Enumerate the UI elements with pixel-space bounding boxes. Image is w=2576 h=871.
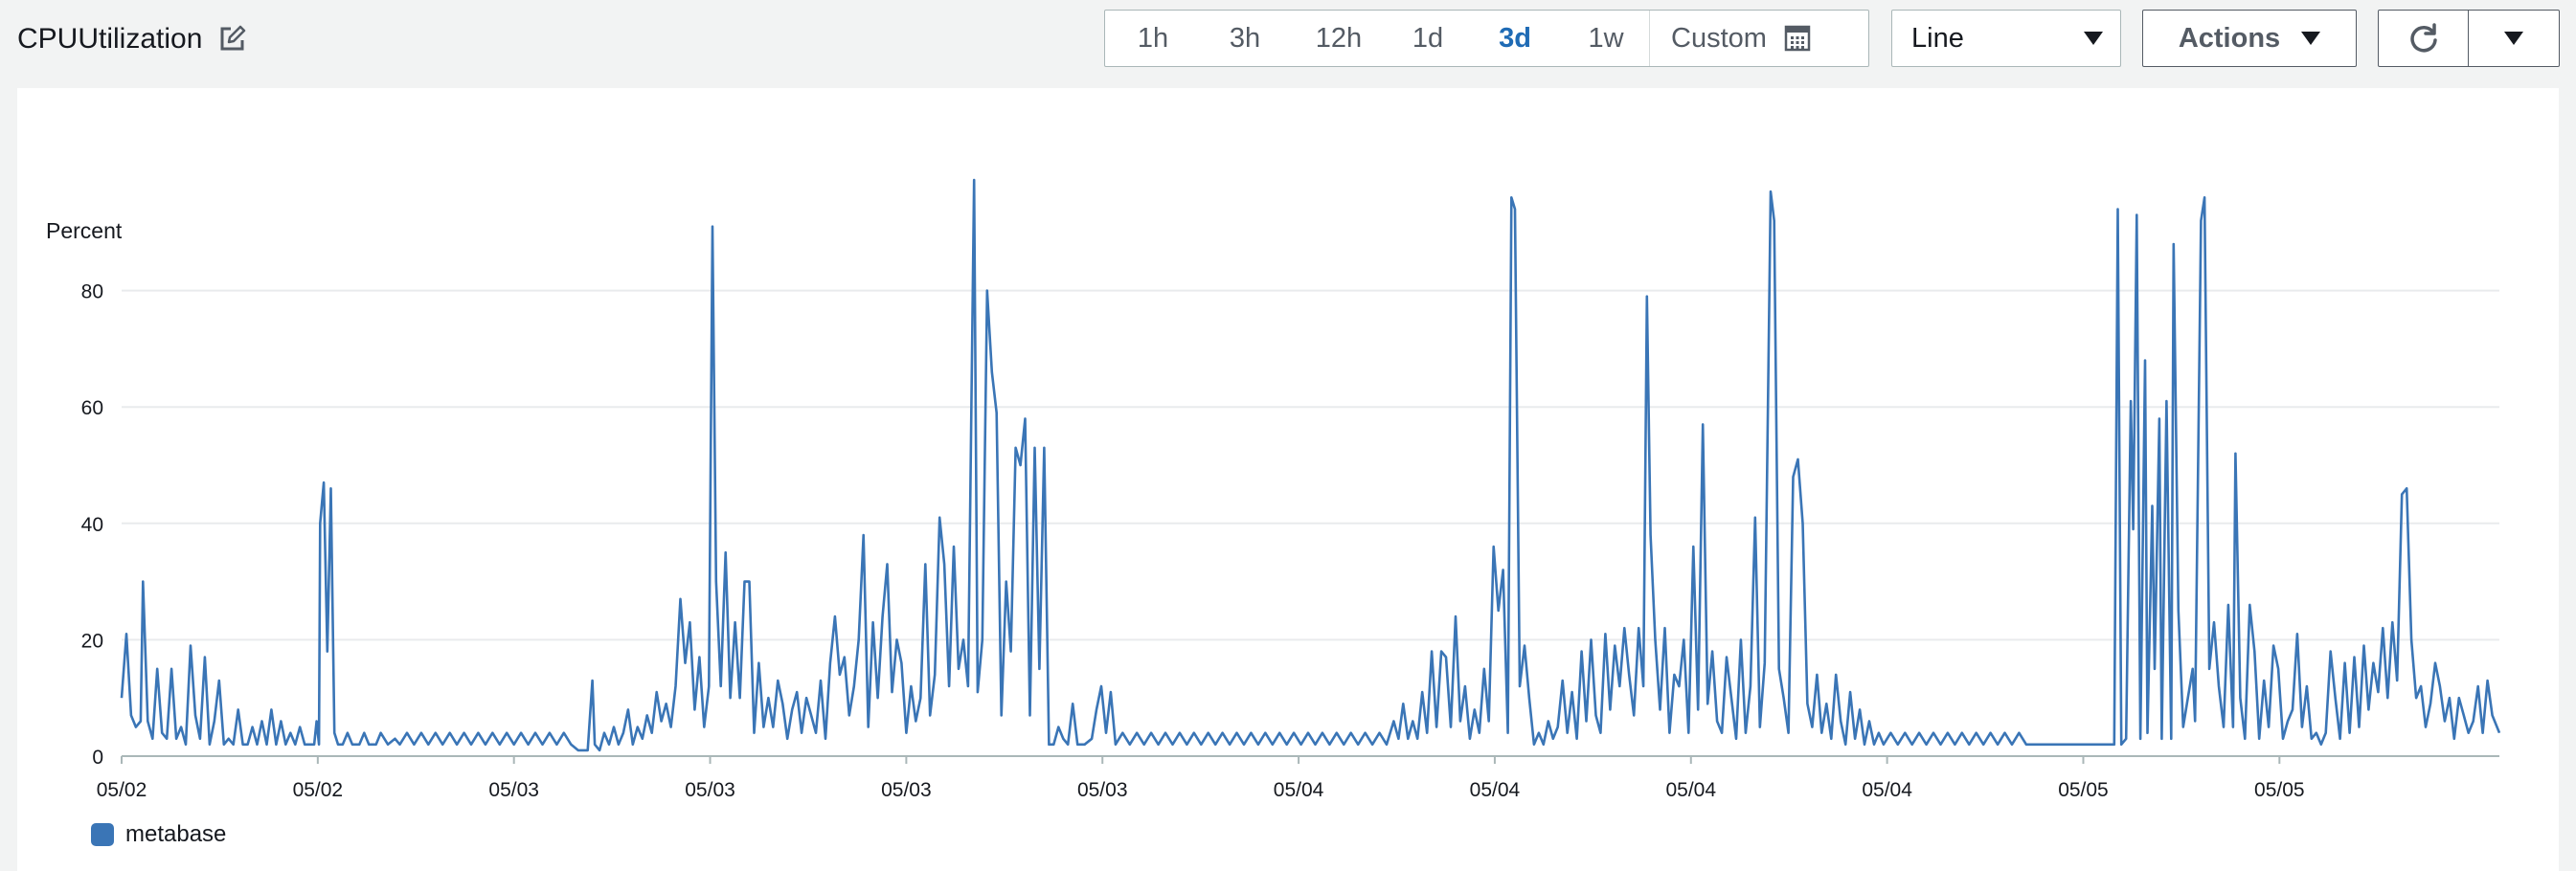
range-option-1h[interactable]: 1h xyxy=(1137,22,1169,54)
y-tick-label: 0 xyxy=(92,747,103,769)
time-range-selector: 1h 3h 12h 1d 3d 1w Custom xyxy=(1104,10,1869,67)
x-tick-label: 05/03 xyxy=(1077,779,1128,801)
actions-button[interactable]: Actions xyxy=(2142,10,2357,67)
range-option-1d[interactable]: 1d xyxy=(1412,22,1444,54)
cpu-utilization-chart: Percent 0 20 40 60 80 05/02 05/02 05/03 05/03 05/0… xyxy=(46,178,2501,801)
series-line-metabase xyxy=(120,178,2501,752)
y-tick-label: 60 xyxy=(81,397,103,419)
x-tick-label: 05/04 xyxy=(1862,779,1912,801)
chart-legend: metabase xyxy=(91,821,226,848)
range-option-1w[interactable]: 1w xyxy=(1588,22,1624,54)
edit-icon[interactable] xyxy=(217,25,246,54)
chart-panel: Percent 0 20 40 60 80 05/02 05/02 05/03 05/03 05/0… xyxy=(17,88,2559,871)
edit-icon-graphic xyxy=(220,25,246,51)
x-tick-label: 05/05 xyxy=(2058,779,2109,801)
refresh-button[interactable] xyxy=(2379,11,2469,66)
y-axis-label: Percent xyxy=(46,218,123,243)
x-tick-label: 05/04 xyxy=(1665,779,1716,801)
x-tick-label: 05/04 xyxy=(1470,779,1521,801)
refresh-control xyxy=(2378,10,2560,67)
range-option-3h[interactable]: 3h xyxy=(1229,22,1261,54)
x-tick-label: 05/05 xyxy=(2254,779,2305,801)
view-type-value: Line xyxy=(1911,22,1964,54)
caret-down-icon xyxy=(2084,32,2103,45)
widget-title-area: CPUUtilization xyxy=(17,17,246,61)
calendar-icon xyxy=(1784,25,1811,52)
refresh-options-button[interactable] xyxy=(2469,11,2559,66)
legend-swatch[interactable] xyxy=(91,823,114,846)
x-tick-label: 05/03 xyxy=(488,779,539,801)
range-option-3d[interactable]: 3d xyxy=(1499,22,1531,54)
range-divider xyxy=(1649,11,1650,66)
refresh-icon xyxy=(2409,23,2437,53)
x-tick-label: 05/03 xyxy=(881,779,932,801)
caret-down-icon xyxy=(2504,32,2523,45)
y-tick-label: 40 xyxy=(81,514,103,536)
x-tick-label: 05/02 xyxy=(293,779,344,801)
x-tick-label: 05/02 xyxy=(97,779,147,801)
actions-label: Actions xyxy=(2178,22,2281,54)
x-tick-label: 05/03 xyxy=(685,779,735,801)
y-tick-label: 80 xyxy=(81,281,103,303)
legend-label[interactable]: metabase xyxy=(125,821,227,847)
y-tick-label: 20 xyxy=(81,630,103,652)
caret-down-icon xyxy=(2301,32,2321,45)
x-tick-label: 05/04 xyxy=(1274,779,1324,801)
widget-toolbar: CPUUtilization 1h 3h 12h 1d 3d 1w Custom Line … xyxy=(0,0,2576,82)
custom-range-button[interactable]: Custom xyxy=(1650,11,1830,66)
widget-title: CPUUtilization xyxy=(17,23,203,55)
range-option-12h[interactable]: 12h xyxy=(1315,22,1363,54)
view-type-select[interactable]: Line xyxy=(1891,10,2121,67)
custom-range-label: Custom xyxy=(1671,22,1767,54)
